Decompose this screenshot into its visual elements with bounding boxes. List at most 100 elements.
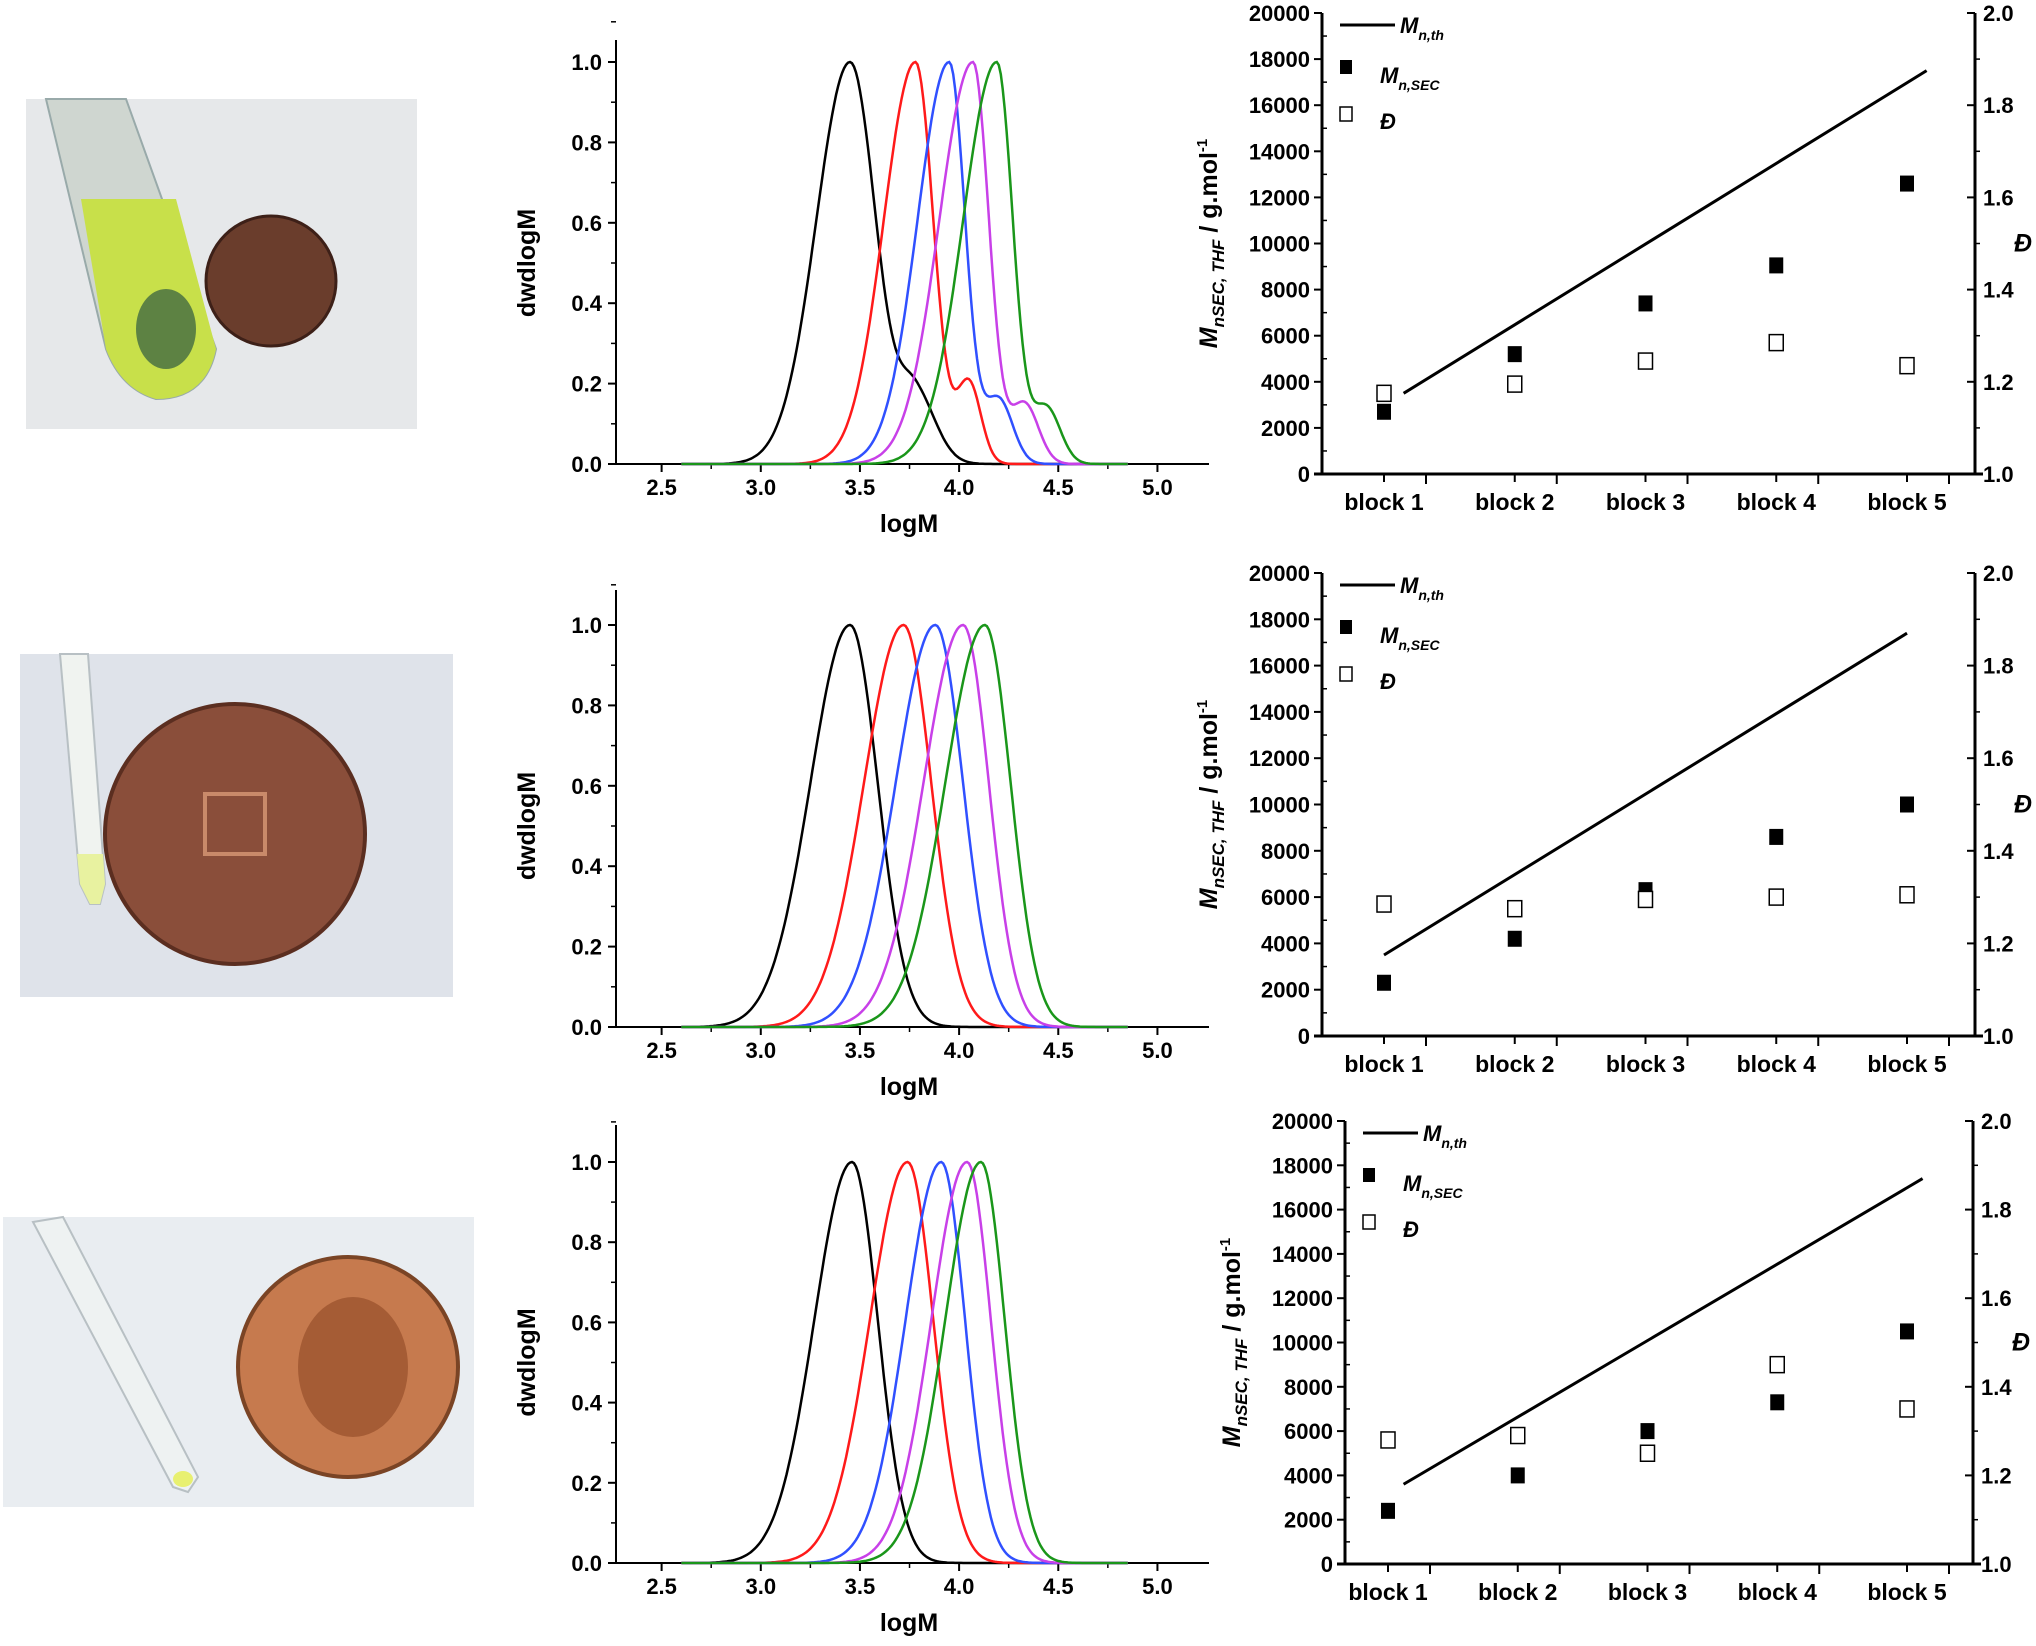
y-tick-label: 10000 xyxy=(1249,793,1310,818)
category-label: block 3 xyxy=(1606,489,1685,515)
x-tick-label: 3.0 xyxy=(745,475,776,500)
dispersity-point xyxy=(1637,890,1654,909)
y-tick-label: 0.2 xyxy=(571,372,602,397)
y-tick-label: 4000 xyxy=(1284,1463,1333,1488)
y-tick-label: 0.8 xyxy=(571,1230,602,1255)
y2-tick-label: 1.6 xyxy=(1983,746,2014,771)
mn-th-line xyxy=(1402,1177,1924,1486)
y2-axis-label: Đ xyxy=(2014,791,2032,819)
gpc-trace-4 xyxy=(681,1160,1128,1565)
y-label-units: / g.mol xyxy=(1218,1251,1246,1339)
legend-filled-square xyxy=(1340,620,1352,634)
category-label: block 4 xyxy=(1737,489,1816,515)
y2-tick-label: 2.0 xyxy=(1981,1109,2012,1134)
y-label-sup: -1 xyxy=(1217,1238,1234,1251)
x-tick-label: 4.5 xyxy=(1043,475,1074,500)
penny-coin xyxy=(204,214,338,348)
y-tick-label: 8000 xyxy=(1284,1375,1333,1400)
y2-tick-label: 1.4 xyxy=(1981,1375,2012,1400)
x-tick-label: 3.5 xyxy=(845,1038,876,1063)
legend-label: Mn,th xyxy=(1423,1121,1467,1151)
y2-tick-label: 2.0 xyxy=(1983,1,2014,26)
category-label: block 3 xyxy=(1606,1051,1685,1077)
y-tick-label: 8000 xyxy=(1261,839,1310,864)
gpc-trace-2 xyxy=(681,60,1128,466)
y2-tick-label: 1.0 xyxy=(1983,1024,2014,1049)
x-tick-label: 3.5 xyxy=(845,475,876,500)
y-axis-label: dwdlogM xyxy=(513,209,541,317)
x-tick-label: 5.0 xyxy=(1142,1574,1173,1599)
legend-label: Mn,th xyxy=(1400,13,1444,43)
y-tick-label: 0 xyxy=(1298,462,1310,487)
pale-solution xyxy=(173,1471,193,1487)
dispersity-point xyxy=(1899,356,1915,375)
mn-sec-point xyxy=(1900,175,1914,192)
y2-tick-label: 1.0 xyxy=(1981,1552,2012,1577)
dark-solid xyxy=(136,289,196,369)
x-tick-label: 3.0 xyxy=(745,1574,776,1599)
y-tick-label: 0.6 xyxy=(571,774,602,799)
x-tick-label: 3.5 xyxy=(845,1574,876,1599)
dispersity-point xyxy=(1376,384,1392,403)
mn-sec-point xyxy=(1510,1467,1525,1484)
y-label-units: / g.mol xyxy=(1195,713,1223,801)
x-tick-label: 5.0 xyxy=(1142,475,1173,500)
y-label-main: M xyxy=(1218,1425,1246,1447)
sample-photo xyxy=(3,1215,474,1507)
y-tick-label: 0 xyxy=(1321,1552,1333,1577)
dispersity-point xyxy=(1899,886,1915,904)
y-tick-label: 0.2 xyxy=(571,1471,602,1496)
y2-tick-label: 1.8 xyxy=(1983,93,2014,118)
dispersity-point xyxy=(1507,375,1523,393)
x-axis-label: logM xyxy=(880,510,938,538)
gpc-chart: 2.5 3.0 3.5 4.0 4.5 5.0 0.0 0.2 0.4 0.6 0.8 1.0 logM… xyxy=(513,21,1209,538)
mn-sec-point xyxy=(1638,295,1653,312)
y-tick-label: 16000 xyxy=(1249,93,1310,118)
gpc-trace-2 xyxy=(681,1160,1128,1565)
legend-label: Mn,SEC xyxy=(1380,63,1440,93)
y-tick-label: 14000 xyxy=(1249,700,1310,725)
y-tick-label: 0.8 xyxy=(571,130,602,155)
category-label: block 4 xyxy=(1738,1579,1817,1605)
y2-tick-label: 1.2 xyxy=(1983,370,2014,395)
legend-open-square xyxy=(1339,106,1353,122)
y-tick-label: 0 xyxy=(1298,1024,1310,1049)
y-tick-label: 6000 xyxy=(1284,1419,1333,1444)
y-label-sub: nSEC, THF xyxy=(1209,800,1228,888)
gpc-trace-1 xyxy=(681,60,1128,466)
y2-tick-label: 1.8 xyxy=(1983,654,2014,679)
y-tick-label: 0.4 xyxy=(571,854,602,879)
y-tick-label: 20000 xyxy=(1249,561,1310,586)
y-tick-label: 20000 xyxy=(1272,1109,1333,1134)
y-tick-label: 0.8 xyxy=(571,693,602,718)
legend-open-square xyxy=(1339,666,1353,682)
test-tube xyxy=(31,1215,200,1494)
legend-open-square xyxy=(1362,1214,1376,1230)
y2-tick-label: 1.2 xyxy=(1981,1463,2012,1488)
dispersity-point xyxy=(1510,1426,1526,1445)
category-label: block 5 xyxy=(1867,1579,1946,1605)
category-label: block 5 xyxy=(1867,1051,1946,1077)
category-label: block 2 xyxy=(1478,1579,1557,1605)
y-tick-label: 12000 xyxy=(1249,746,1310,771)
mn-sec-point xyxy=(1769,828,1784,845)
x-tick-label: 4.5 xyxy=(1043,1038,1074,1063)
y-axis-label: dwdlogM xyxy=(513,1308,541,1416)
gpc-chart: 2.5 3.0 3.5 4.0 4.5 5.0 0.0 0.2 0.4 0.6 0.8 1.0 logM… xyxy=(513,1121,1209,1637)
legend-label: Đ xyxy=(1403,1217,1419,1242)
y2-axis-label: Đ xyxy=(2012,1329,2030,1357)
mn-sec-point xyxy=(1377,403,1391,420)
pale-solution xyxy=(77,854,105,904)
gpc-chart: 2.5 3.0 3.5 4.0 4.5 5.0 0.0 0.2 0.4 0.6 0.8 1.0 logM… xyxy=(513,584,1209,1101)
mn-sec-point xyxy=(1769,257,1784,274)
y-label-sup: -1 xyxy=(1194,700,1211,713)
category-label: block 1 xyxy=(1348,1579,1427,1605)
mn-dispersity-chart: 0 2000 4000 6000 8000 10000 12000 14000 16000 180… xyxy=(1194,1,2032,515)
y-tick-label: 1.0 xyxy=(571,1150,602,1175)
y-label-main: M xyxy=(1195,326,1223,348)
y-tick-label: 0.6 xyxy=(571,1310,602,1335)
y-tick-label: 0.4 xyxy=(571,291,602,316)
dispersity-point xyxy=(1639,1444,1656,1462)
y-axis-label: MnSEC, THF / g.mol-1 xyxy=(1194,139,1228,349)
